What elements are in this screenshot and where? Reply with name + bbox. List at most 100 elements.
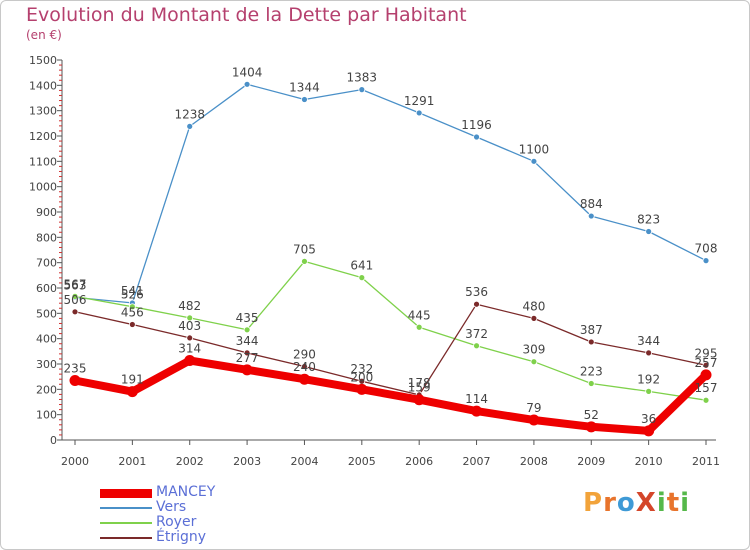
data-point [471,405,483,417]
legend-swatch [100,507,152,509]
data-point [186,122,194,130]
data-label: 235 [64,361,87,375]
data-label: 52 [584,408,599,422]
x-tick-label: 2007 [463,455,491,468]
legend-swatch [100,522,152,524]
data-point [301,363,308,370]
data-point [301,96,308,103]
x-tick-label: 2004 [290,455,318,468]
y-tick-label: 500 [36,307,57,320]
y-tick-label: 1300 [29,105,57,118]
data-label: 482 [178,299,201,313]
legend-label: Étrigny [156,529,207,545]
data-point [528,414,540,426]
data-label: 178 [408,376,431,390]
data-point [243,80,251,88]
data-label: 1238 [174,107,205,121]
data-point [587,338,595,346]
data-label: 114 [465,392,488,406]
data-point [473,300,480,308]
data-label: 192 [637,372,660,386]
y-tick-label: 600 [36,282,57,295]
data-label: 526 [121,288,144,302]
data-label: 456 [121,305,144,319]
data-label: 191 [121,373,144,387]
data-point [358,274,366,282]
data-point [530,314,538,322]
legend-label: MANCEY [156,484,216,500]
data-label: 1383 [347,71,378,85]
data-label: 1404 [232,65,263,79]
data-label: 536 [465,285,488,299]
data-point [128,303,136,311]
data-label: 823 [637,213,660,227]
logo-letter: r [603,488,617,518]
x-tick-label: 2000 [61,455,89,468]
chart-axes: 0 100 200 300 400 500 600 700 800 900 1000 1100 1200… [29,54,720,468]
data-label: 200 [350,370,373,384]
y-tick-label: 400 [36,333,57,346]
data-point [243,326,251,334]
data-label: 480 [522,299,545,313]
x-tick-label: 2010 [635,455,663,468]
x-tick-label: 2003 [233,455,261,468]
data-label: 708 [695,242,718,256]
data-point [358,86,366,94]
data-point [184,354,196,366]
x-tick-label: 2001 [118,455,146,468]
data-label: 36 [641,412,656,426]
data-label: 506 [64,293,87,307]
legend-swatch [100,537,152,539]
legend-item: Vers [100,499,320,516]
data-label: 884 [580,197,603,211]
data-label: 277 [236,351,259,365]
y-tick-label: 300 [36,358,57,371]
chart-data-labels: 235 191 314 277 240 200 159 114 79 52 36 257 563 541 1… [64,65,718,426]
data-label: 344 [236,334,259,348]
data-label: 403 [178,319,201,333]
data-label: 1100 [519,142,550,156]
data-label: 159 [408,381,431,395]
data-point [186,334,194,342]
y-tick-label: 1500 [29,54,57,67]
data-point [413,394,425,406]
data-label: 445 [408,308,431,322]
data-point [645,349,653,357]
data-point [473,133,480,141]
data-label: 705 [293,242,316,256]
x-tick-label: 2006 [405,455,433,468]
y-tick-label: 700 [36,257,57,270]
data-point [415,109,423,117]
data-label: 257 [695,356,718,370]
logo-letter: P [583,488,604,518]
data-point [71,308,79,316]
data-point [645,387,653,395]
data-label: 314 [178,341,201,355]
data-label: 567 [64,277,87,291]
y-tick-label: 1100 [29,155,57,168]
series-line-royer [74,260,707,401]
data-label: 240 [293,360,316,374]
chart-legend: MANCEY Vers Royer Étrigny [100,484,320,546]
x-tick-label: 2008 [520,455,548,468]
data-label: 387 [580,323,603,337]
data-point [473,342,480,350]
legend-label: Royer [156,514,197,530]
data-point [702,361,710,369]
data-point [186,314,194,322]
data-label: 295 [695,346,718,360]
logo-letter: X [635,488,657,518]
data-point [587,380,595,387]
data-label: 1344 [289,81,320,95]
data-point [643,425,655,437]
y-tick-label: 1400 [29,79,57,92]
y-tick-label: 1200 [29,130,57,143]
data-point [356,383,368,395]
data-point [700,369,712,381]
data-point [587,212,595,220]
y-tick-label: 900 [36,206,57,219]
data-label: 223 [580,365,603,379]
chart-title: Evolution du Montant de la Dette par Hab… [26,4,467,26]
